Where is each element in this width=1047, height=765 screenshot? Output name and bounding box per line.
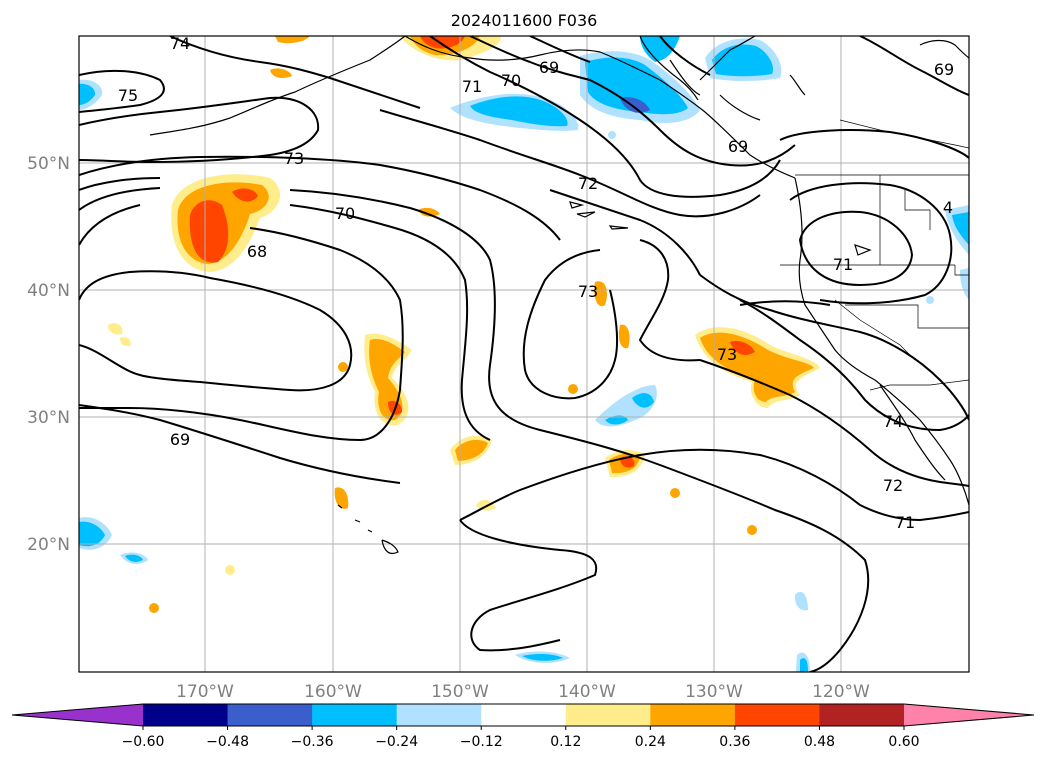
graticule xyxy=(79,36,969,672)
contour-label: 72 xyxy=(883,476,903,495)
negative-anomaly-region xyxy=(960,268,969,300)
positive-anomaly-region xyxy=(275,36,310,44)
negative-anomaly-region xyxy=(800,658,808,672)
positive-anomaly-region xyxy=(618,324,630,349)
positive-anomaly-region xyxy=(338,362,348,372)
positive-anomaly-region xyxy=(108,323,123,335)
colorbar-tick-label: −0.36 xyxy=(291,734,334,750)
contour-label: 75 xyxy=(118,86,138,105)
contour-label: 71 xyxy=(462,77,482,96)
colorbar-segment xyxy=(650,704,736,726)
colorbar-tick-label: 0.24 xyxy=(635,734,666,750)
positive-anomaly-region xyxy=(369,339,405,421)
colorbar-segment xyxy=(565,704,651,726)
map-frame xyxy=(78,35,970,673)
contour-label: 74 xyxy=(883,412,903,431)
positive-anomaly-region xyxy=(120,337,131,347)
contour-label: 70 xyxy=(501,71,521,90)
coastlines xyxy=(149,36,969,555)
contour-label: 70 xyxy=(335,204,355,223)
positive-anomaly-region xyxy=(568,384,578,394)
latitude-labels: 50°N 40°N 30°N 20°N xyxy=(27,154,70,555)
colorbar-segment xyxy=(819,704,905,726)
longitude-labels: 170°W 160°W 150°W 140°W 130°W 120°W xyxy=(176,682,870,702)
strong-negative-anomaly xyxy=(620,97,650,113)
negative-anomaly-region xyxy=(632,393,654,408)
negative-anomaly-region xyxy=(794,591,808,611)
colorbar-tick-label: −0.60 xyxy=(122,734,165,750)
positive-anomaly-region xyxy=(270,68,292,78)
positive-anomaly-region xyxy=(455,439,488,461)
negative-anomaly-region xyxy=(605,415,628,425)
negative-anomaly-region xyxy=(640,36,680,62)
negative-anomaly-region xyxy=(470,96,568,127)
colorbar-tick-label: −0.12 xyxy=(460,734,503,750)
contour-label: 74 xyxy=(170,34,190,53)
negative-anomaly-region xyxy=(952,212,969,245)
colorbar-tick-label: 0.48 xyxy=(804,734,835,750)
positive-anomaly-region xyxy=(149,603,159,613)
map-title: 2024011600 F036 xyxy=(451,11,598,30)
lon-label: 170°W xyxy=(176,682,234,702)
positive-anomaly-region xyxy=(670,488,680,498)
map-area: 74 75 73 70 68 69 71 70 69 69 72 73 73 7… xyxy=(79,34,969,672)
colorbar-tick-label: −0.48 xyxy=(206,734,249,750)
negative-anomaly-region xyxy=(125,554,143,562)
colorbar-tick-label: 0.60 xyxy=(888,734,919,750)
colorbar-segment xyxy=(227,704,313,726)
lon-label: 160°W xyxy=(304,682,362,702)
colorbar-extend-min xyxy=(12,704,143,726)
height-contours xyxy=(79,36,969,672)
contour-label: 69 xyxy=(539,58,559,77)
colorbar-tick-label: −0.24 xyxy=(375,734,418,750)
positive-anomaly-region xyxy=(747,525,757,535)
colorbar-segment xyxy=(396,704,482,726)
contour-label: 4 xyxy=(943,198,953,217)
lon-label: 150°W xyxy=(431,682,489,702)
lat-label: 50°N xyxy=(27,154,70,174)
contour-labels: 74 75 73 70 68 69 71 70 69 69 72 73 73 7… xyxy=(118,34,954,532)
contour-label: 69 xyxy=(728,137,748,156)
colorbar-segment xyxy=(734,704,820,726)
colorbar-tick-label: 0.36 xyxy=(719,734,750,750)
positive-anomaly-region xyxy=(334,487,349,509)
strong-positive-anomaly xyxy=(420,36,465,49)
positive-anomaly-region xyxy=(418,207,440,217)
strong-positive-anomaly xyxy=(730,340,755,355)
negative-anomaly-region xyxy=(79,83,96,105)
colorbar-extend-max xyxy=(904,704,1034,726)
lon-label: 140°W xyxy=(558,682,616,702)
contour-label: 71 xyxy=(833,255,853,274)
negative-anomaly-region xyxy=(585,57,688,115)
positive-anomaly-region xyxy=(225,565,235,575)
contour-label: 73 xyxy=(717,345,737,364)
colorbar-tick-label: 0.12 xyxy=(550,734,581,750)
contour-label: 68 xyxy=(247,242,267,261)
positive-anomaly-region xyxy=(700,332,814,402)
contour-label: 69 xyxy=(934,60,954,79)
colorbar-segment xyxy=(312,704,398,726)
lon-label: 120°W xyxy=(812,682,870,702)
negative-anomaly-region xyxy=(926,296,934,304)
lat-label: 30°N xyxy=(27,408,70,428)
positive-anomaly-region xyxy=(594,281,607,307)
contour-label: 73 xyxy=(578,282,598,301)
colorbar-segment xyxy=(143,704,229,726)
colorbar: −0.60 −0.48 −0.36 −0.24 −0.12 0.12 0.24 0.36 0.4… xyxy=(11,703,1035,750)
contour-label: 72 xyxy=(578,174,598,193)
lon-label: 130°W xyxy=(685,682,743,702)
negative-anomaly-region xyxy=(79,521,105,547)
strong-positive-anomaly xyxy=(189,200,229,263)
lat-label: 20°N xyxy=(27,535,70,555)
contour-label: 69 xyxy=(170,430,190,449)
negative-anomaly-region xyxy=(608,131,616,139)
colorbar-segment xyxy=(481,704,567,726)
contour-label: 71 xyxy=(895,513,915,532)
strong-positive-anomaly xyxy=(232,188,258,202)
contour-label: 73 xyxy=(284,149,304,168)
anomaly-shading xyxy=(79,36,969,672)
lat-label: 40°N xyxy=(27,281,70,301)
negative-anomaly-region xyxy=(522,653,563,661)
